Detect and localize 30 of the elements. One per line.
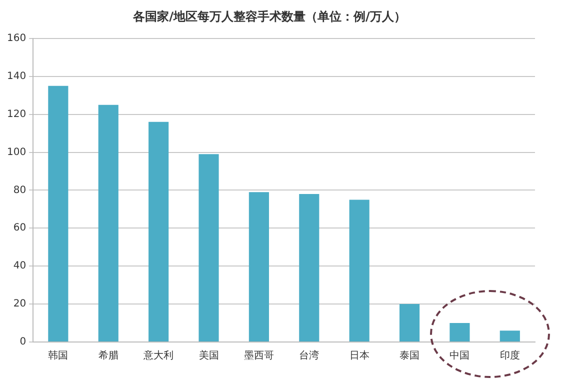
bar xyxy=(198,154,219,342)
chart-title: 各国家/地区每万人整容手术数量（单位：例/万人） xyxy=(132,9,406,24)
bar xyxy=(48,86,68,342)
bar xyxy=(399,304,420,342)
x-tick-label: 希腊 xyxy=(98,350,118,362)
x-tick-label: 意大利 xyxy=(142,350,174,362)
y-tick-label: 60 xyxy=(13,222,26,234)
x-tick-label: 墨西哥 xyxy=(244,350,274,362)
bar xyxy=(450,323,470,342)
x-tick-label: 日本 xyxy=(349,350,370,362)
bar xyxy=(148,122,169,342)
bar xyxy=(248,192,269,342)
y-tick-label: 160 xyxy=(6,32,26,44)
x-tick-label: 韩国 xyxy=(48,350,68,362)
y-tick-label: 140 xyxy=(6,70,26,82)
x-tick-label: 印度 xyxy=(500,350,520,362)
bar xyxy=(98,104,118,342)
y-tick-label: 80 xyxy=(13,184,26,196)
x-tick-label: 中国 xyxy=(450,350,470,362)
y-tick-label: 120 xyxy=(6,108,26,120)
x-tick-label: 美国 xyxy=(198,350,219,362)
y-tick-label: 100 xyxy=(6,146,26,158)
x-tick-label: 台湾 xyxy=(299,350,320,362)
bar xyxy=(500,330,520,342)
bar xyxy=(349,200,370,342)
y-tick-label: 0 xyxy=(20,336,26,348)
y-tick-label: 40 xyxy=(13,260,26,272)
bar xyxy=(299,194,320,342)
y-tick-label: 20 xyxy=(13,298,26,310)
x-tick-label: 泰国 xyxy=(400,350,420,362)
